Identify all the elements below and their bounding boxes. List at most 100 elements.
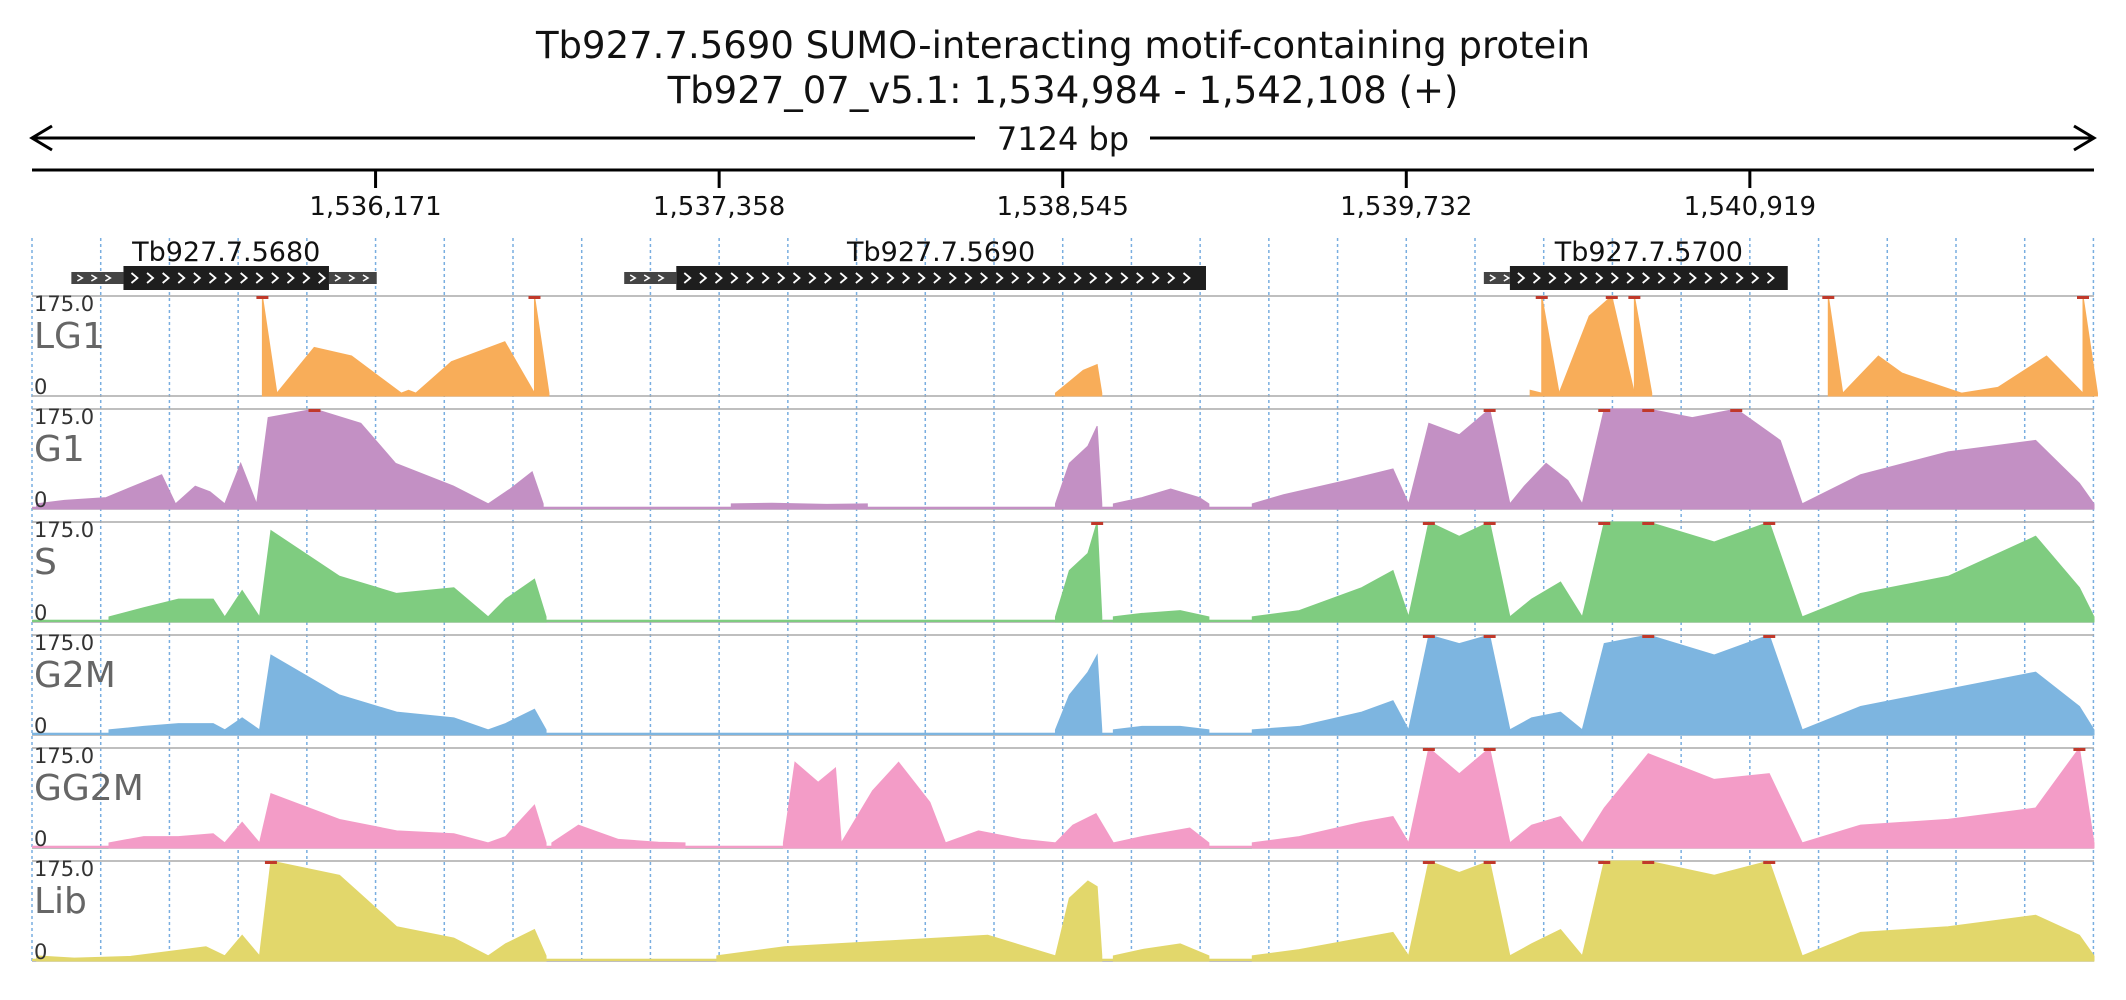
coverage-area — [2082, 295, 2098, 397]
clip-marker — [2073, 748, 2086, 751]
coverage-area — [1801, 439, 2095, 510]
strand-chevron-icon — [193, 272, 202, 284]
gene-Tb927.7.5690: Tb927.7.5690 — [624, 237, 1206, 290]
clip-marker — [1091, 522, 1104, 525]
strand-chevron-icon — [1657, 272, 1666, 284]
track-G2M: 175.0 0 G2M — [32, 631, 2095, 738]
strand-chevron-icon — [643, 274, 651, 282]
coverage-area — [1112, 827, 1210, 849]
clip-marker — [1763, 522, 1776, 525]
strand-chevron-icon — [824, 272, 833, 284]
clip-marker — [1483, 635, 1496, 638]
track-LG1: 175.0 0 LG1 — [32, 292, 2098, 399]
strand-chevron-icon — [348, 274, 356, 282]
strand-chevron-icon — [104, 274, 112, 282]
strand-chevron-icon — [224, 272, 233, 284]
strand-chevron-icon — [629, 274, 637, 282]
strand-chevron-icon — [964, 272, 973, 284]
strand-chevron-icon — [255, 272, 264, 284]
clip-marker — [1605, 296, 1618, 299]
strand-chevron-icon — [839, 272, 848, 284]
track-name-label: G2M — [34, 655, 116, 696]
coverage-area — [1801, 671, 2095, 736]
coverage-area — [1509, 462, 1583, 510]
chart-title: Tb927.7.5690 SUMO-interacting motif-cont… — [535, 24, 1591, 67]
track-ymin-label: 0 — [34, 714, 47, 738]
coverage-area — [1251, 931, 1410, 962]
strand-chevron-icon — [1564, 272, 1573, 284]
coverage-area — [487, 578, 547, 623]
strand-chevron-icon — [362, 274, 370, 282]
coverage-area — [1509, 581, 1583, 623]
coverage-area — [1054, 653, 1103, 736]
coverage-area — [1509, 815, 1583, 849]
clip-marker — [1483, 748, 1496, 751]
coverage-area — [1251, 468, 1410, 510]
track-name-label: G1 — [34, 429, 85, 470]
coverage-area — [259, 860, 489, 962]
clip-marker — [1642, 861, 1655, 864]
strand-chevron-icon — [657, 274, 665, 282]
coverage-area — [1054, 521, 1103, 623]
coverage-area — [1251, 569, 1410, 623]
coverage-area — [533, 295, 550, 397]
coverage-area — [259, 529, 489, 623]
strand-chevron-icon — [318, 272, 327, 284]
clip-marker — [1422, 635, 1435, 638]
region-length-label: 7124 bp — [997, 120, 1129, 158]
strand-chevron-icon — [130, 272, 139, 284]
strand-chevron-icon — [1151, 272, 1160, 284]
strand-chevron-icon — [1532, 272, 1541, 284]
strand-chevron-icon — [746, 272, 755, 284]
strand-chevron-icon — [1548, 272, 1557, 284]
clip-marker — [1642, 635, 1655, 638]
strand-chevron-icon — [1136, 272, 1145, 284]
clip-marker — [1422, 861, 1435, 864]
strand-chevron-icon — [1517, 272, 1526, 284]
coverage-area — [259, 793, 489, 849]
strand-chevron-icon — [1735, 272, 1744, 284]
track-ymax-label: 175.0 — [34, 292, 94, 316]
coverage-area — [1842, 355, 1962, 397]
strand-chevron-icon — [948, 272, 957, 284]
coverage-area — [1112, 943, 1210, 962]
clip-marker — [1483, 861, 1496, 864]
coverage-area — [840, 761, 946, 849]
track-ymax-label: 175.0 — [34, 857, 94, 881]
strand-chevron-icon — [302, 272, 311, 284]
strand-chevron-icon — [1011, 272, 1020, 284]
coverage-area — [1054, 813, 1114, 849]
strand-chevron-icon — [1120, 272, 1129, 284]
strand-chevron-icon — [162, 272, 171, 284]
track-name-label: LG1 — [34, 316, 105, 357]
track-ymin-label: 0 — [34, 940, 47, 964]
strand-chevron-icon — [683, 272, 692, 284]
strand-chevron-icon — [886, 272, 895, 284]
strand-chevron-icon — [761, 272, 770, 284]
coverage-area — [1827, 295, 1844, 397]
gene-label: Tb927.7.5690 — [846, 237, 1035, 268]
strand-chevron-icon — [1720, 272, 1729, 284]
coverage-area — [1112, 610, 1210, 623]
strand-chevron-icon — [1766, 272, 1775, 284]
strand-chevron-icon — [271, 272, 280, 284]
strand-chevron-icon — [1503, 274, 1511, 282]
clip-marker — [1483, 409, 1496, 412]
track-ymax-label: 175.0 — [34, 518, 94, 542]
clip-marker — [1422, 522, 1435, 525]
clip-marker — [264, 861, 277, 864]
coverage-area — [1633, 295, 1653, 397]
coverage-area — [1960, 355, 2084, 397]
coverage-area — [1581, 753, 1803, 849]
strand-chevron-icon — [699, 272, 708, 284]
strand-chevron-icon — [334, 274, 342, 282]
strand-chevron-icon — [1182, 272, 1191, 284]
strand-chevron-icon — [980, 272, 989, 284]
coverage-area — [36, 474, 177, 510]
axis-tick-label: 1,540,919 — [1684, 192, 1816, 222]
coverage-area — [1558, 295, 1635, 397]
coverage-area — [108, 833, 226, 849]
clip-marker — [1763, 635, 1776, 638]
coverage-area — [1801, 914, 2095, 962]
